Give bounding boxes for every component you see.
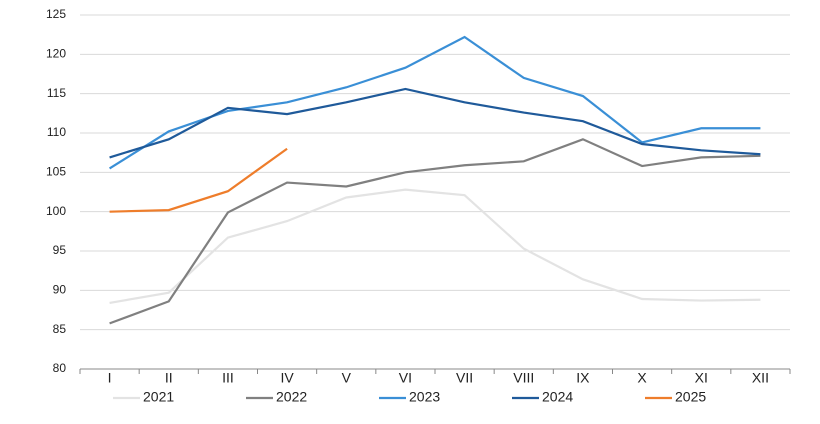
x-tick-label: IV xyxy=(280,370,294,386)
series-line xyxy=(109,138,761,325)
x-tick-label: XI xyxy=(695,370,708,386)
x-tick-label: VIII xyxy=(513,370,534,386)
y-tick-label: 90 xyxy=(53,283,67,297)
y-tick-label: 115 xyxy=(47,86,66,100)
x-tick-label: IX xyxy=(576,370,590,386)
y-tick-label: 120 xyxy=(46,47,66,61)
series-line xyxy=(109,35,761,170)
x-tick-label: I xyxy=(108,370,112,386)
x-tick-label: XII xyxy=(752,370,769,386)
legend-label: 2021 xyxy=(143,389,174,405)
y-tick-label: 100 xyxy=(46,204,66,218)
legend-label: 2025 xyxy=(675,389,706,405)
y-tick-label: 110 xyxy=(47,125,66,139)
legend-label: 2023 xyxy=(409,389,440,405)
series-line xyxy=(109,188,761,305)
x-tick-label: III xyxy=(222,370,234,386)
series-line xyxy=(109,147,288,213)
legend-label: 2022 xyxy=(276,389,307,405)
series-line xyxy=(109,87,761,159)
x-tick-label: VII xyxy=(456,370,473,386)
x-tick-label: X xyxy=(637,370,647,386)
y-tick-label: 125 xyxy=(46,7,66,21)
x-tick-label: VI xyxy=(399,370,412,386)
y-tick-label: 95 xyxy=(53,243,67,257)
x-tick-label: V xyxy=(342,370,352,386)
y-tick-label: 105 xyxy=(46,165,66,179)
x-tick-label: II xyxy=(165,370,173,386)
legend-label: 2024 xyxy=(542,389,573,405)
y-tick-label: 80 xyxy=(53,361,67,375)
y-tick-label: 85 xyxy=(53,322,67,336)
